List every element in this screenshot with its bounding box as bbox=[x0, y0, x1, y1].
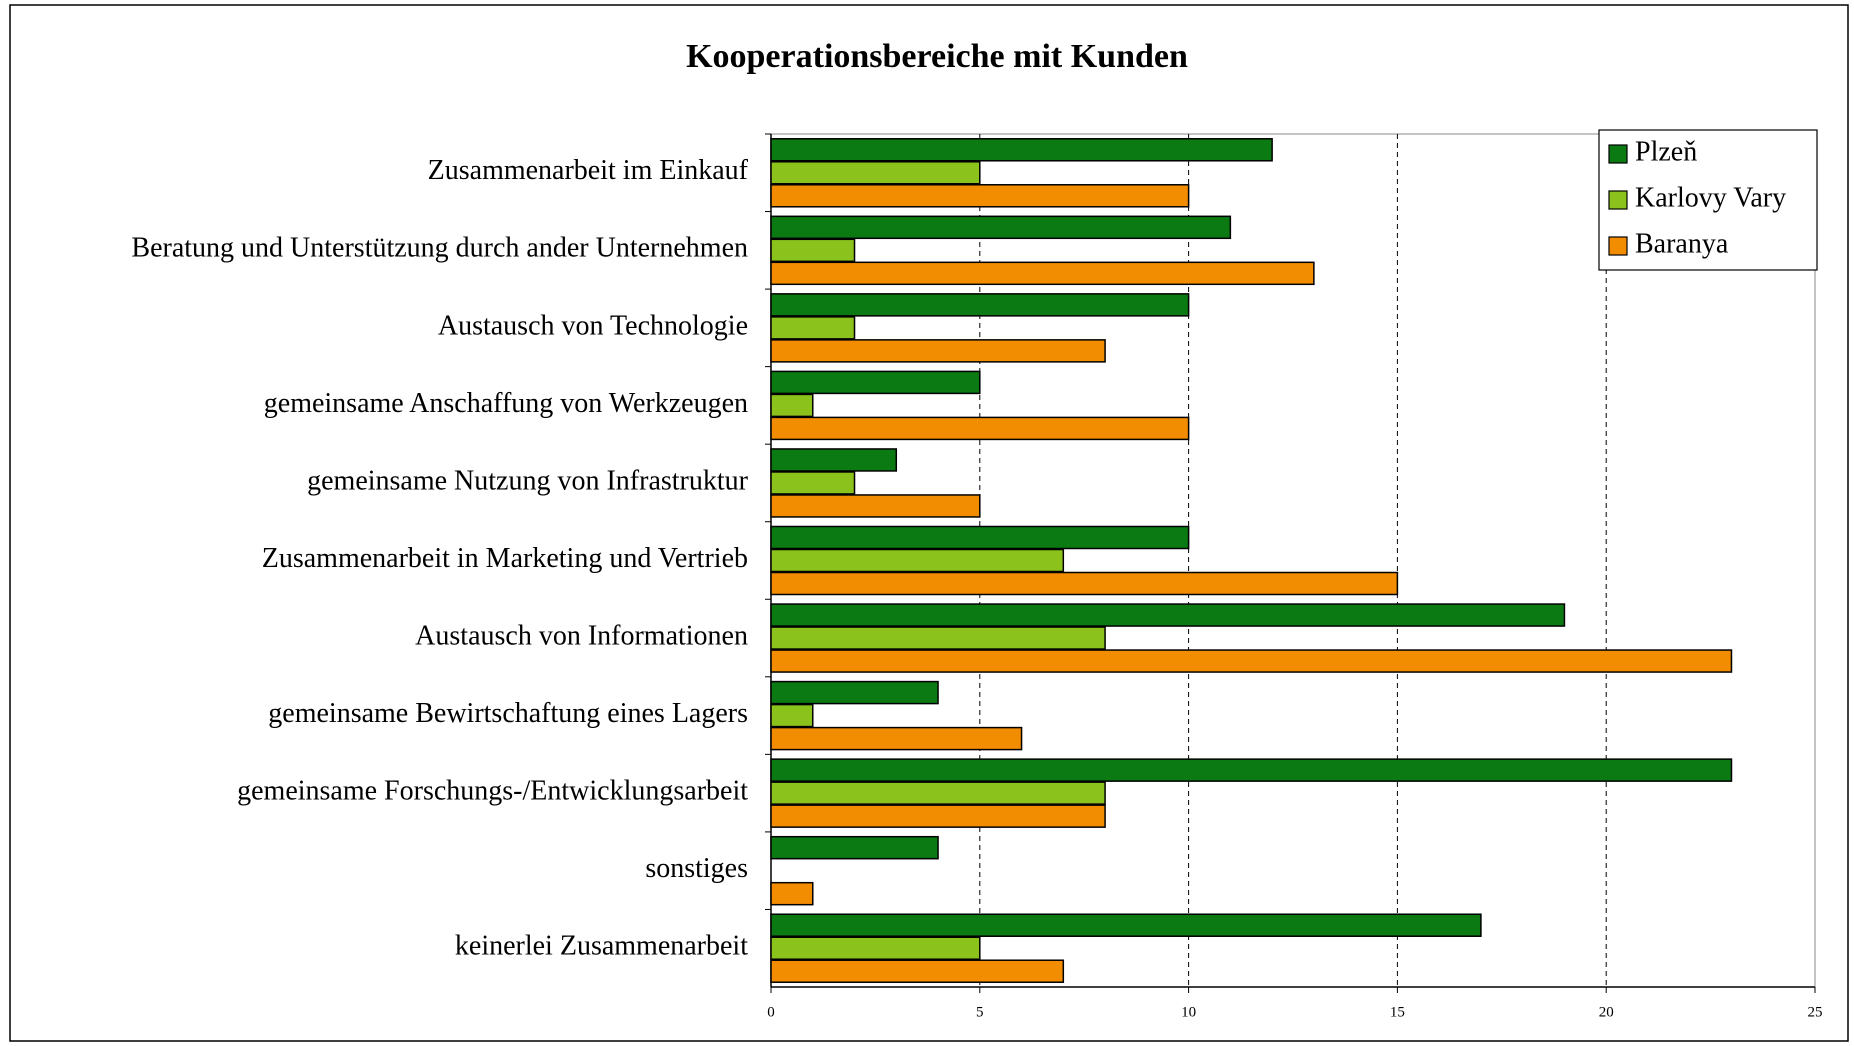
y-tick-label: Austausch von Technologie bbox=[438, 310, 748, 341]
bar bbox=[770, 494, 981, 518]
x-tick-label: 10 bbox=[1181, 1004, 1196, 1020]
bar bbox=[770, 626, 1106, 650]
bar bbox=[770, 726, 1023, 751]
bar bbox=[770, 758, 1733, 782]
bar bbox=[770, 881, 814, 906]
legend-box bbox=[1598, 129, 1818, 271]
bar bbox=[770, 525, 1190, 550]
y-tick-label: sonstiges bbox=[645, 853, 748, 884]
bar bbox=[770, 913, 1482, 937]
y-tick-label: Beratung und Unterstützung durch ander U… bbox=[131, 233, 748, 264]
bar bbox=[770, 393, 814, 418]
legend-swatch bbox=[1608, 236, 1628, 256]
bar bbox=[770, 215, 1232, 240]
y-tick-label: gemeinsame Anschaffung von Werkzeugen bbox=[264, 388, 748, 419]
bar bbox=[770, 448, 898, 472]
bar bbox=[770, 603, 1566, 627]
bar bbox=[770, 571, 1399, 596]
bar bbox=[770, 680, 939, 705]
bar bbox=[770, 339, 1106, 363]
bar bbox=[770, 703, 814, 728]
x-tick-label: 20 bbox=[1599, 1004, 1614, 1020]
bar bbox=[770, 184, 1190, 208]
bar bbox=[770, 316, 856, 340]
bar bbox=[770, 649, 1733, 673]
legend-swatch bbox=[1608, 190, 1628, 210]
bar bbox=[770, 261, 1315, 286]
y-tick-label: gemeinsame Bewirtschaftung eines Lagers bbox=[268, 698, 748, 729]
bar bbox=[770, 161, 981, 185]
x-tick-label: 5 bbox=[976, 1004, 984, 1020]
bar bbox=[770, 548, 1065, 573]
chart-title: Kooperationsbereiche mit Kunden bbox=[686, 38, 1188, 75]
bar bbox=[770, 416, 1190, 441]
bar bbox=[770, 138, 1273, 162]
bar bbox=[770, 936, 981, 960]
bar bbox=[770, 238, 856, 263]
bar bbox=[770, 293, 1190, 317]
legend-swatch bbox=[1608, 144, 1628, 164]
legend-label: Baranya bbox=[1635, 228, 1729, 259]
bar bbox=[770, 370, 981, 395]
legend-label: Plzeň bbox=[1635, 136, 1697, 167]
y-tick-label: Austausch von Informationen bbox=[415, 620, 748, 651]
bar bbox=[770, 959, 1065, 983]
y-tick-label: gemeinsame Nutzung von Infrastruktur bbox=[307, 465, 749, 496]
y-tick-label: keinerlei Zusammenarbeit bbox=[455, 931, 748, 962]
bar bbox=[770, 835, 939, 860]
x-tick-label: 15 bbox=[1390, 1004, 1405, 1020]
legend-label: Karlovy Vary bbox=[1635, 182, 1786, 213]
y-tick-label: Zusammenarbeit in Marketing und Vertrieb bbox=[262, 543, 748, 574]
bar bbox=[770, 804, 1106, 828]
y-tick-label: gemeinsame Forschungs-/Entwicklungsarbei… bbox=[237, 776, 748, 807]
x-tick-label: 0 bbox=[767, 1004, 775, 1020]
x-tick-label: 25 bbox=[1808, 1004, 1823, 1020]
y-tick-label: Zusammenarbeit im Einkauf bbox=[428, 155, 749, 186]
bar bbox=[770, 781, 1106, 805]
bar bbox=[770, 471, 856, 495]
